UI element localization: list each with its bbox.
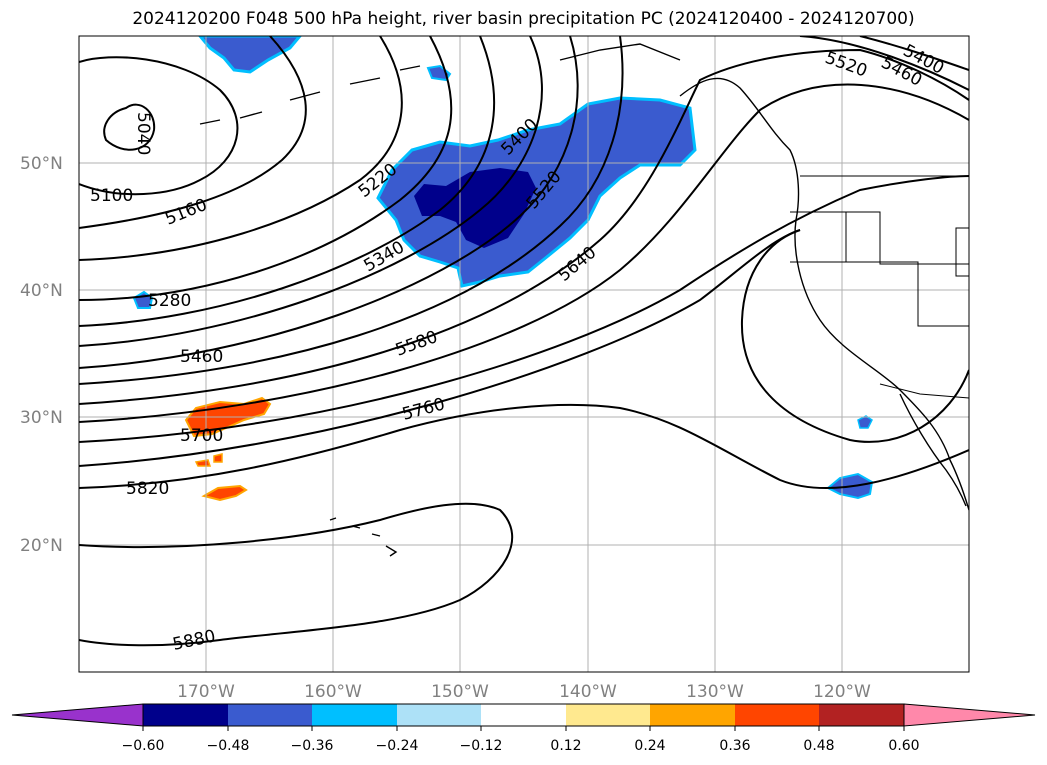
hawaii-islands bbox=[329, 517, 398, 557]
border-states-1 bbox=[790, 211, 969, 265]
graticule bbox=[79, 36, 969, 672]
contour-5400 bbox=[79, 36, 543, 347]
contour-label-5820: 5820 bbox=[126, 479, 169, 499]
contour-5460-ne bbox=[799, 36, 969, 91]
contour-5700 bbox=[79, 175, 969, 443]
colorbar-bin-9 bbox=[819, 704, 904, 726]
colorbar-tick-labels: −0.60 −0.48 −0.36 −0.24 −0.12 0.12 0.24 … bbox=[122, 738, 920, 754]
border-states-2 bbox=[790, 261, 969, 327]
colorbar-tick-label: 0.36 bbox=[719, 738, 750, 754]
colorbar-bin-1 bbox=[143, 704, 228, 726]
contour-5460 bbox=[79, 36, 579, 369]
contour-5220 bbox=[79, 36, 403, 261]
colorbar-frame bbox=[142, 703, 905, 727]
contour-5040 bbox=[103, 103, 156, 151]
precip-area-small-aleutian bbox=[426, 64, 452, 82]
colorbar-tick-label: −0.60 bbox=[122, 738, 165, 754]
precip-area-positive-south bbox=[201, 484, 248, 502]
contour-5820 bbox=[79, 403, 969, 490]
border-us-mexico bbox=[879, 383, 969, 399]
height-contours bbox=[79, 36, 969, 647]
coast-north-america bbox=[679, 77, 969, 511]
colorbar-bin-4 bbox=[397, 704, 481, 726]
lon-label-140w: 140°W bbox=[559, 682, 617, 702]
colorbar-bin-7 bbox=[650, 704, 735, 726]
coast-alaska-peninsula bbox=[559, 43, 681, 61]
colorbar-bin-5 bbox=[481, 704, 566, 726]
colorbar-extend-high bbox=[903, 703, 1036, 727]
colorbar-bin-6 bbox=[566, 704, 650, 726]
longitude-labels: 170°W 160°W 150°W 140°W 130°W 120°W bbox=[177, 682, 871, 702]
colorbar-tick-label: −0.36 bbox=[291, 738, 334, 754]
colorbar-extend-low bbox=[11, 703, 144, 727]
contour-label-5100: 5100 bbox=[90, 186, 133, 206]
colorbar-tick-label: −0.24 bbox=[376, 738, 419, 754]
contour-5100 bbox=[79, 56, 239, 196]
colorbar-tick-label: 0.60 bbox=[888, 738, 919, 754]
contour-5400-ne bbox=[859, 36, 969, 71]
coastlines bbox=[199, 43, 969, 557]
precip-area-gulf bbox=[376, 96, 697, 288]
contour-5160 bbox=[79, 36, 307, 229]
colorbar-tick-label: 0.24 bbox=[634, 738, 665, 754]
lat-label-40n: 40°N bbox=[20, 281, 63, 301]
lat-label-50n: 50°N bbox=[20, 154, 63, 174]
political-borders bbox=[790, 175, 969, 399]
contour-5640 bbox=[79, 83, 969, 423]
contour-5760 bbox=[79, 229, 801, 467]
lon-label-160w: 160°W bbox=[304, 682, 362, 702]
lon-label-120w: 120°W bbox=[813, 682, 871, 702]
contour-label-5040: 5040 bbox=[133, 112, 153, 155]
contour-5760-east bbox=[740, 229, 969, 443]
precip-area-positive-small bbox=[194, 459, 212, 467]
map-title: 2024120200 F048 500 hPa height, river ba… bbox=[132, 9, 915, 29]
contour-5340 bbox=[79, 36, 496, 327]
colorbar: −0.60 −0.48 −0.36 −0.24 −0.12 0.12 0.24 … bbox=[11, 703, 1036, 754]
colorbar-tick-label: 0.12 bbox=[550, 738, 581, 754]
lon-label-130w: 130°W bbox=[686, 682, 744, 702]
colorbar-tick-label: 0.48 bbox=[803, 738, 834, 754]
contour-5520 bbox=[79, 36, 624, 385]
lon-label-170w: 170°W bbox=[177, 682, 235, 702]
latitude-labels: 50°N 40°N 30°N 20°N bbox=[20, 154, 63, 556]
colorbar-bin-2 bbox=[228, 704, 312, 726]
coast-aleutians bbox=[199, 65, 421, 125]
contour-5880 bbox=[79, 502, 514, 647]
contour-5580 bbox=[79, 48, 969, 405]
lat-label-20n: 20°N bbox=[20, 536, 63, 556]
coast-baja bbox=[899, 393, 967, 507]
colorbar-bin-8 bbox=[735, 704, 819, 726]
contour-5280 bbox=[79, 36, 453, 301]
contour-label-5700: 5700 bbox=[180, 426, 223, 446]
lon-label-150w: 150°W bbox=[431, 682, 489, 702]
precip-area-aleutian bbox=[198, 36, 302, 74]
contour-label-5280: 5280 bbox=[148, 291, 191, 311]
border-east bbox=[955, 227, 969, 277]
colorbar-tick-label: −0.12 bbox=[460, 738, 503, 754]
colorbar-ticks bbox=[142, 726, 905, 731]
precip-area-positive-dot bbox=[213, 453, 223, 463]
contour-label-5460: 5460 bbox=[180, 347, 223, 367]
colorbar-bin-3 bbox=[312, 704, 397, 726]
lat-label-30n: 30°N bbox=[20, 408, 63, 428]
colorbar-tick-label: −0.48 bbox=[207, 738, 250, 754]
map-frame bbox=[78, 35, 970, 673]
